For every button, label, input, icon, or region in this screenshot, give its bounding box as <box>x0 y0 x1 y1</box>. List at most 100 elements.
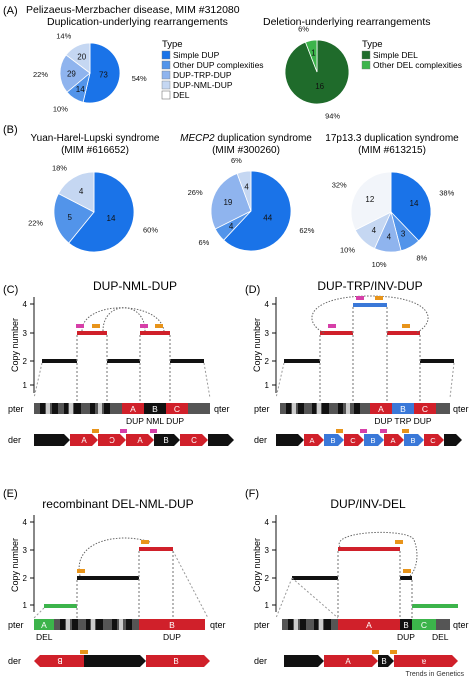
pie-percent-label: 8% <box>416 253 427 262</box>
panel-b-title-2-line1: MECP2 duplication syndrome <box>180 133 312 144</box>
qter-label: qter <box>453 404 469 414</box>
pter-label: pter <box>254 620 270 630</box>
ytick-3: 3 <box>265 329 270 338</box>
legend-swatch <box>161 80 171 90</box>
ytick-3: 3 <box>23 546 28 555</box>
svg-text:C: C <box>191 436 197 445</box>
svg-text:B: B <box>163 436 168 445</box>
legend-swatch <box>161 70 171 80</box>
pie-percent-label: 94% <box>325 111 340 120</box>
svg-text:B: B <box>173 657 178 666</box>
svg-text:A: A <box>345 657 351 666</box>
der-label: der <box>254 656 267 666</box>
legend-item-simple-dup: Simple DUP <box>173 50 220 60</box>
chromosome-ideogram: pter A B qter DEL DUP <box>8 619 226 642</box>
panel-b-title-2-line2: (MIM #300260) <box>212 145 280 156</box>
pie-slice <box>210 172 252 230</box>
ytick-3: 3 <box>23 329 28 338</box>
panel-label-b: (B) <box>3 124 18 136</box>
ytick-4: 4 <box>265 300 270 309</box>
legend-del-types: Type Simple DEL Other DEL complexities <box>361 39 462 70</box>
pie-count-label: 29 <box>67 69 76 78</box>
pie-count-label: 1 <box>311 48 316 57</box>
svg-text:B: B <box>381 657 386 666</box>
pie-percent-label: 10% <box>53 105 68 114</box>
segment-c: C <box>174 404 180 414</box>
segment-b: B <box>152 404 158 414</box>
del-label: DEL <box>36 632 53 642</box>
pie-count-label: 3 <box>401 230 406 239</box>
panel-a-title-line1: Pelizaeus-Merzbacher disease, MIM #31208… <box>26 4 240 16</box>
pie-percent-label: 22% <box>28 219 43 228</box>
pie-count-label: 44 <box>263 214 272 223</box>
panel-label-f: (F) <box>245 488 259 500</box>
pie-slice <box>350 171 392 231</box>
pie-slice <box>236 170 252 212</box>
segment-a: A <box>130 404 136 414</box>
chromosome-ideogram: pter A B C qter DUP NML DUP <box>8 403 230 426</box>
legend-swatch <box>361 60 371 70</box>
pie-chart-del-rearrangements: 16 94% 1 6% <box>284 25 350 120</box>
ytick-1: 1 <box>265 601 270 610</box>
panel-label-c: (C) <box>3 284 18 296</box>
panel-b-title-1-line2: (MIM #616652) <box>61 145 129 156</box>
pie-slice <box>57 171 95 213</box>
dup-label: DUP <box>163 632 181 642</box>
pie-percent-label: 10% <box>372 260 387 269</box>
legend-item-dup-nml-dup: DUP-NML-DUP <box>173 80 233 90</box>
pie-percent-label: 60% <box>143 225 158 234</box>
y-axis-label: Copy number <box>10 538 20 592</box>
segment-b: B <box>400 404 406 414</box>
qter-label: qter <box>453 620 469 630</box>
pie-slice <box>59 54 91 93</box>
journal-footer: Trends in Genetics <box>405 671 465 678</box>
legend-swatch <box>161 60 171 70</box>
derivative-chromosome: der ꓭ B <box>8 650 210 667</box>
pie-percent-label: 18% <box>52 164 67 173</box>
legend-item-simple-del: Simple DEL <box>373 50 418 60</box>
segment-a: A <box>366 620 372 630</box>
legend-swatch <box>161 50 171 60</box>
pie-percent-label: 32% <box>332 181 347 190</box>
panel-d-title: DUP-TRP/INV-DUP <box>317 279 422 293</box>
pie-percent-label: 62% <box>299 226 314 235</box>
segment-a: A <box>378 404 384 414</box>
panel-a-right-title: Deletion-underlying rearrangements <box>263 16 431 28</box>
ytick-4: 4 <box>265 518 270 527</box>
derivative-chromosome: der A Ɔ A B C <box>8 429 234 446</box>
ytick-4: 4 <box>23 300 28 309</box>
legend-swatch <box>161 90 171 100</box>
pie-count-label: 20 <box>77 52 86 61</box>
panel-b-title-3-line2: (MIM #613215) <box>358 145 426 156</box>
panel-f-title: DUP/INV-DEL <box>330 497 406 511</box>
ytick-1: 1 <box>23 381 28 390</box>
pie-percent-label: 14% <box>56 31 71 40</box>
pie-count-label: 5 <box>67 213 72 222</box>
segment-c: C <box>421 620 427 630</box>
legend-swatch <box>361 50 371 60</box>
segment-types: DUP NML DUP <box>126 416 184 426</box>
legend-title: Type <box>362 39 383 50</box>
svg-text:Ɔ: Ɔ <box>109 436 115 445</box>
ytick-2: 2 <box>265 357 270 366</box>
panel-label-e: (E) <box>3 488 18 500</box>
segment-a: A <box>41 620 47 630</box>
y-axis-label: Copy number <box>252 318 262 372</box>
pie-percent-label: 22% <box>33 70 48 79</box>
derivative-chromosome: der A B C B A B C <box>254 429 462 446</box>
panel-label-d: (D) <box>245 284 260 296</box>
svg-text:A: A <box>81 436 87 445</box>
panel-c-title: DUP-NML-DUP <box>93 279 177 293</box>
legend-item-other-dup: Other DUP complexities <box>173 60 264 70</box>
pie-slice <box>68 171 135 253</box>
dup-label: DUP <box>397 632 415 642</box>
pie-count-label: 4 <box>244 183 249 192</box>
segment-b: B <box>403 621 408 630</box>
der-label: der <box>8 656 21 666</box>
svg-text:B: B <box>370 436 375 445</box>
ytick-4: 4 <box>23 518 28 527</box>
pie-percent-label: 54% <box>132 74 147 83</box>
chromosome-ideogram: pter A B C qter DUP DEL <box>254 619 469 642</box>
segment-b: B <box>169 620 175 630</box>
